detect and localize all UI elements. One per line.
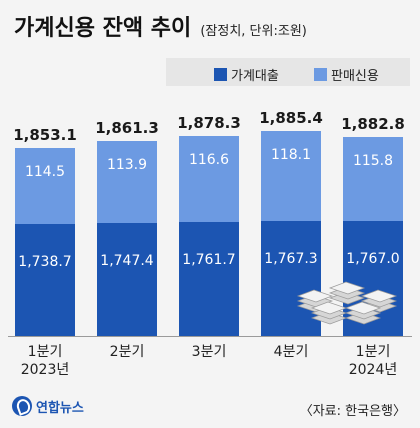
data-label-credit-4: 115.8 [353, 153, 393, 169]
x-tick-label-2-0: 3분기 [192, 344, 227, 360]
legend-item-loan: 가계대출 [214, 65, 279, 84]
bar-credit-3 [261, 131, 321, 221]
bar-credit-0 [15, 148, 75, 224]
legend-item-credit: 판매신용 [314, 65, 379, 84]
x-tick-label-3-0: 4분기 [274, 344, 309, 360]
total-label-2: 1,878.3 [177, 114, 241, 132]
data-label-loan-4: 1,767.0 [346, 251, 399, 267]
x-tick-label-1-0: 2분기 [110, 344, 145, 360]
bar-loan-0 [15, 224, 75, 336]
money-bill-1-2 [328, 281, 366, 295]
bar-loan-1 [97, 223, 157, 336]
data-label-credit-1: 113.9 [107, 157, 147, 173]
total-label-1: 1,861.3 [95, 119, 159, 137]
legend-swatch-loan [214, 68, 227, 81]
data-label-credit-0: 114.5 [25, 164, 65, 180]
legend: 가계대출 판매신용 [166, 58, 410, 86]
total-label-4: 1,882.8 [341, 115, 405, 133]
x-tick-label-0-0: 1분기 [28, 344, 63, 360]
x-tick-label-4-1: 2024년 [349, 362, 398, 378]
data-label-loan-2: 1,761.7 [182, 252, 235, 268]
total-label-0: 1,853.1 [13, 126, 77, 144]
money-bill-2-2 [360, 289, 398, 303]
x-tick-label-0-1: 2023년 [21, 362, 70, 378]
title-block: 가계신용 잔액 추이 (잠정치, 단위:조원) [14, 10, 307, 42]
bar-loan-2 [179, 222, 239, 336]
total-label-3: 1,885.4 [259, 109, 323, 127]
data-label-loan-0: 1,738.7 [18, 254, 71, 270]
bar-credit-1 [97, 141, 157, 223]
yonhap-logo-icon [12, 396, 32, 416]
logo-text: 연합뉴스 [36, 400, 84, 416]
source-note: 〈자료: 한국은행〉 [299, 404, 406, 419]
chart-title: 가계신용 잔액 추이 [14, 16, 192, 41]
footer-logo: 연합뉴스 [12, 396, 84, 416]
bar-loan-3 [261, 221, 321, 336]
chart-subtitle: (잠정치, 단위:조원) [200, 24, 307, 39]
money-bill-0-2 [296, 289, 334, 303]
x-tick-label-4-0: 1분기 [356, 344, 391, 360]
data-label-credit-2: 116.6 [189, 152, 229, 168]
money-bill-4-2 [344, 301, 382, 315]
legend-label-loan: 가계대출 [231, 69, 279, 84]
data-label-loan-3: 1,767.3 [264, 251, 317, 267]
data-label-credit-3: 118.1 [271, 147, 311, 163]
legend-label-credit: 판매신용 [331, 69, 379, 84]
bar-credit-2 [179, 136, 239, 222]
legend-swatch-credit [314, 68, 327, 81]
stacked-money-icon [296, 281, 398, 325]
data-label-loan-1: 1,747.4 [100, 253, 154, 269]
bar-credit-4 [343, 137, 403, 221]
